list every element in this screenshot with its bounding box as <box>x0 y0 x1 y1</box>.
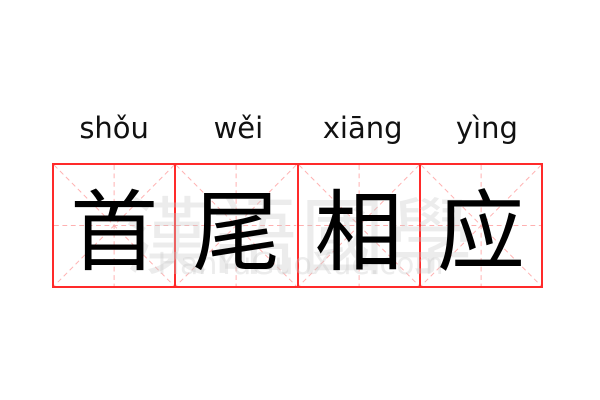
pinyin-1: shǒu <box>79 111 149 145</box>
pinyin-2: wěi <box>213 111 264 145</box>
character-cell: 相 <box>296 163 421 288</box>
character-grid: 首 尾 相 应 <box>52 163 549 288</box>
character-cell: 首 <box>52 163 177 288</box>
character-cell: 尾 <box>174 163 299 288</box>
character-3: 相 <box>314 181 403 284</box>
character-4: 应 <box>436 181 525 284</box>
character-cell: 应 <box>418 163 543 288</box>
character-1: 首 <box>70 181 159 284</box>
character-2: 尾 <box>192 181 281 284</box>
grid-guides <box>54 165 175 286</box>
grid-guides <box>420 165 541 286</box>
grid-guides <box>298 165 419 286</box>
pinyin-4: yìng <box>455 111 518 145</box>
grid-guides <box>176 165 297 286</box>
pinyin-3: xiāng <box>322 111 403 145</box>
pinyin-row: shǒu wěi xiāng yìng <box>52 108 549 148</box>
